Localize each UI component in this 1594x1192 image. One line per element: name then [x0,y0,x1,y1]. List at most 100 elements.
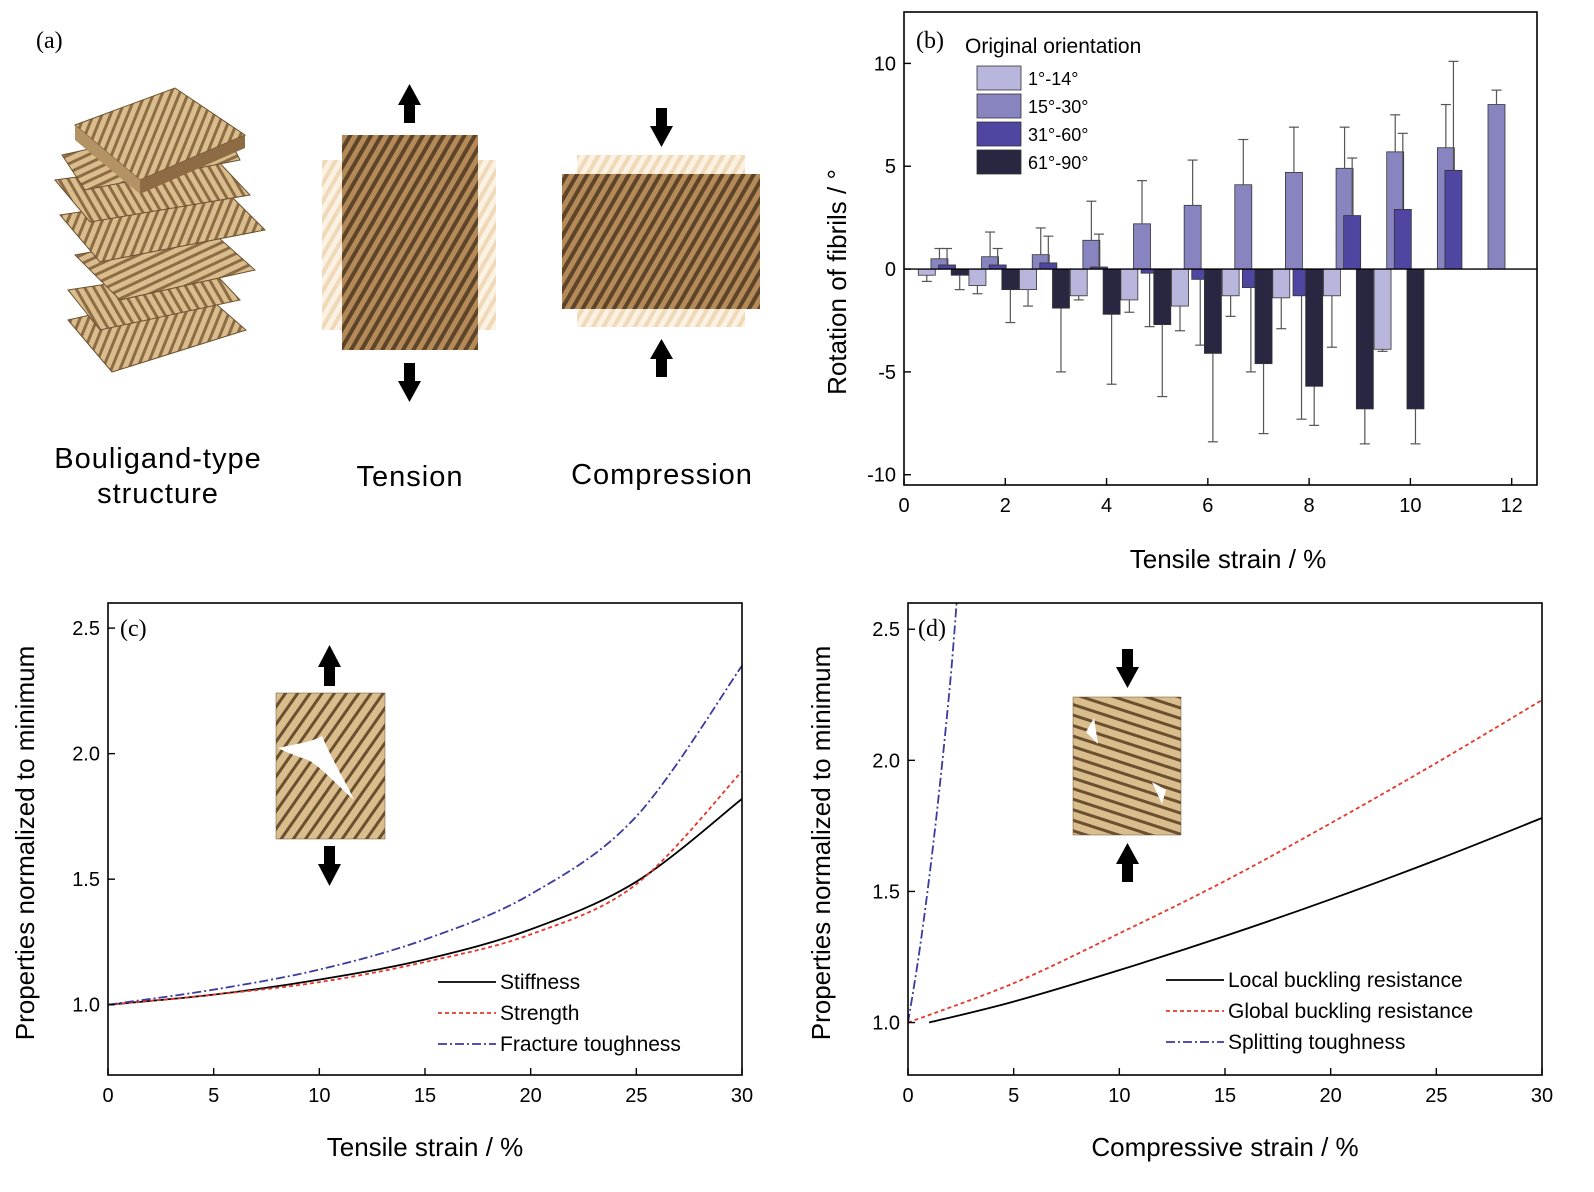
legend-label: Global buckling resistance [1228,1000,1473,1023]
panel-b-xtick-label: 8 [1304,495,1315,517]
panel-b-xtick-label: 10 [1399,495,1421,517]
legend-swatch [976,65,1022,91]
panel-b-xtick-label: 12 [1501,495,1523,517]
panel-b-ytick-label: -10 [867,465,896,487]
panel-c-xlabel: Tensile strain / % [327,1132,524,1162]
panel-d-xtick-label: 15 [1214,1085,1236,1107]
panel-b-ylabel: Rotation of fibrils / ° [822,169,852,395]
bar-series-2 [1133,223,1151,270]
bar-series-2 [1082,239,1101,270]
panel-d-ylabel: Properties normalized to minimum [806,646,836,1040]
legend-swatch [976,93,1022,119]
panel-b-ytick-label: 5 [885,156,896,178]
panel-b-plot-frame [903,11,1538,486]
panel-d-series-line-1 [928,817,1542,1024]
bar-series-1 [1171,268,1189,307]
panel-c-xtick-label: 25 [625,1085,647,1107]
panel-b-label: (b) [916,28,944,54]
panel-d-ytick-label: 2.5 [872,619,900,641]
legend-label: 31°-60° [1028,125,1088,145]
panel-d-xtick-label: 20 [1320,1085,1342,1107]
legend-swatch [976,149,1022,175]
bar-series-2 [1183,204,1202,270]
bar-series-2 [1285,172,1303,270]
bouligand-stack-illustration [54,87,267,373]
legend-label: 15°-30° [1028,97,1088,117]
panel-c-ytick-label: 1.5 [72,869,100,891]
panel-d-legend: Local buckling resistance Global buckling… [1166,969,1473,1054]
panel-c-ytick-label: 2.0 [72,744,100,766]
bar-series-4 [1305,268,1324,387]
bar-series-2 [1234,184,1253,270]
panel-a: (a) Bouligand-type structure [36,28,760,510]
panel-d-series-line-3 [908,603,958,1023]
caption-compression: Compression [571,459,753,491]
panel-d-ytick-label: 1.5 [872,881,900,903]
panel-b-xtick-label: 2 [1000,495,1011,517]
bar-series-3 [1444,169,1463,270]
panel-d-xlabel: Compressive strain / % [1091,1132,1358,1162]
panel-c-ytick-label: 1.0 [72,995,100,1017]
panel-a-label: (a) [36,28,63,54]
bar-series-1 [1120,268,1139,301]
panel-b-chart: (b) Tensile strain / % Rotation of fibri… [822,11,1538,574]
bar-series-4 [1355,268,1374,410]
inset-c-arrow-up-icon [318,645,341,686]
bar-series-1 [917,268,936,276]
panel-c-plot-frame [107,602,743,1076]
panel-c-legend: Stiffness Strength Fracture toughness [438,971,681,1056]
bar-series-3 [1343,215,1362,270]
caption-bouligand-line1: Bouligand-type [54,443,261,475]
panel-c-xtick-label: 0 [102,1085,113,1107]
bar-series-4 [1052,268,1070,309]
panel-b-xtick-label: 4 [1101,495,1112,517]
bar-series-4 [1204,268,1222,354]
panel-c-series-line-1 [108,798,742,1006]
panel-b-ytick-label: 0 [885,259,896,281]
panel-d-xtick-label: 25 [1425,1085,1447,1107]
panel-c-ylabel: Properties normalized to minimum [10,646,40,1040]
legend-label: Local buckling resistance [1228,969,1463,992]
legend-label: Splitting toughness [1228,1031,1405,1054]
compression-arrow-down-icon [650,108,673,147]
panel-c-xtick-label: 5 [208,1085,219,1107]
panel-b-legend-title: Original orientation [965,35,1141,58]
panel-c-ytick-label: 2.5 [72,618,100,640]
panel-d-inset-buckling-illustration [1072,649,1182,882]
panel-c-xtick-label: 10 [308,1085,330,1107]
legend-label: 61°-90° [1028,153,1088,173]
panel-d-series-line-2 [908,699,1542,1024]
panel-b-ytick-label: 10 [874,53,896,75]
compression-arrow-up-icon [650,339,673,377]
panel-c-label: (c) [120,616,147,642]
compression-compressed-sample [562,174,760,309]
bar-series-1 [968,268,987,286]
inset-d-arrow-up-icon [1116,843,1139,882]
panel-d-label: (d) [918,616,946,642]
panel-c-xtick-label: 30 [731,1085,753,1107]
panel-d-xtick-label: 10 [1108,1085,1130,1107]
panel-b-ytick-label: -5 [878,362,896,384]
bar-series-3 [1039,262,1058,270]
bar-series-1 [1272,268,1291,299]
tension-arrow-down-icon [398,363,421,402]
legend-label: Stiffness [500,971,580,994]
panel-c-xtick-label: 20 [520,1085,542,1107]
caption-bouligand-line2: structure [97,478,219,510]
bar-series-1 [1373,268,1392,350]
bar-series-1 [1069,268,1088,297]
caption-tension: Tension [357,461,464,493]
panel-b-xtick-label: 0 [898,495,909,517]
bar-series-4 [1153,268,1172,325]
bar-series-4 [1102,268,1121,315]
bar-series-1 [1323,268,1341,297]
panel-b-xtick-label: 6 [1202,495,1213,517]
bar-series-3 [1393,209,1412,270]
bar-series-1 [1019,268,1037,291]
panel-d-xtick-label: 5 [1008,1085,1019,1107]
panel-c-chart: (c) Tensile strain / % Properties normal… [10,602,753,1162]
panel-d-ytick-label: 1.0 [872,1013,900,1035]
panel-c-series-line-3 [108,665,742,1006]
tension-stretched-sample [342,135,478,350]
